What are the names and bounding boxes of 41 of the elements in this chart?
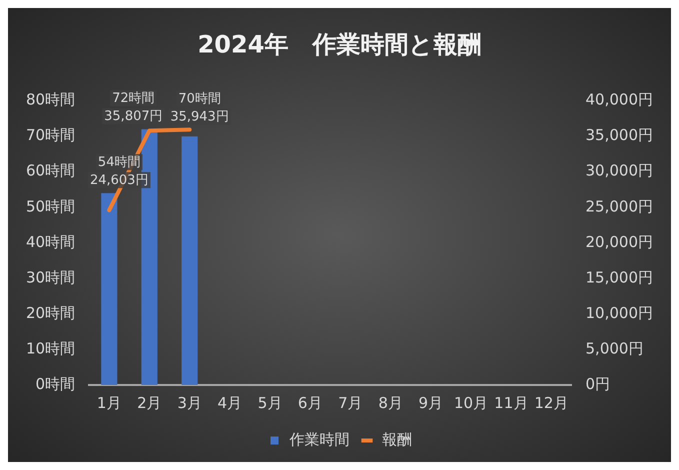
data-label: 35,943円 — [170, 110, 229, 124]
y-tick-label: 10時間 — [26, 339, 76, 358]
y-tick-label: 80時間 — [26, 90, 76, 109]
y2-tick-label: 5,000円 — [586, 339, 644, 358]
y-tick-label: 70時間 — [26, 126, 76, 144]
x-tick-label: 10月 — [454, 394, 488, 412]
chart-title: 2024年 作業時間と報酬 — [198, 30, 482, 59]
y2-tick-label: 30,000円 — [586, 162, 654, 180]
x-tick-label: 1月 — [96, 394, 122, 412]
x-tick-label: 2月 — [137, 394, 162, 412]
y2-tick-label: 20,000円 — [586, 232, 654, 251]
legend-label: 作業時間 — [288, 430, 350, 448]
y2-tick-label: 10,000円 — [586, 304, 654, 322]
y-tick-label: 60時間 — [26, 162, 76, 180]
data-label: 70時間 — [178, 92, 221, 106]
y-tick-label: 20時間 — [26, 304, 76, 322]
y2-tick-label: 25,000円 — [586, 197, 654, 216]
y2-tick-label: 35,000円 — [586, 126, 654, 144]
bar — [182, 136, 198, 385]
x-tick-label: 4月 — [218, 394, 242, 412]
data-label: 72時間 — [112, 91, 155, 106]
y-tick-label: 50時間 — [26, 197, 76, 216]
data-label: 54時間 — [98, 155, 140, 170]
y-tick-label: 40時間 — [26, 232, 76, 251]
x-tick-label: 7月 — [338, 394, 363, 412]
x-tick-label: 3月 — [177, 394, 202, 412]
legend-label: 報酬 — [382, 430, 412, 448]
y-tick-label: 30時間 — [26, 268, 76, 286]
y2-tick-label: 0円 — [586, 374, 610, 393]
x-tick-label: 9月 — [418, 394, 444, 412]
y2-tick-label: 15,000円 — [586, 268, 654, 286]
x-tick-label: 6月 — [298, 394, 322, 412]
y-tick-label: 0時間 — [36, 374, 76, 393]
data-label: 35,807円 — [104, 109, 163, 124]
x-tick-label: 12月 — [534, 394, 568, 412]
bar — [101, 193, 118, 385]
x-tick-label: 5月 — [258, 394, 282, 412]
x-tick-label: 8月 — [378, 394, 403, 412]
x-tick-label: 11月 — [494, 394, 528, 412]
data-label: 24,603円 — [90, 173, 148, 188]
y2-tick-label: 40,000円 — [586, 90, 654, 109]
